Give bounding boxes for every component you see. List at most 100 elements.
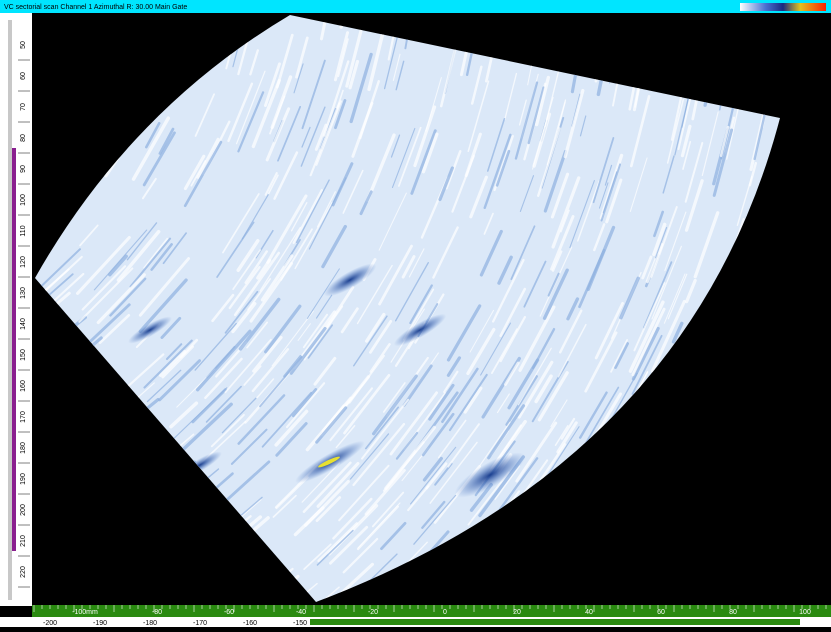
texture-streak [671,481,692,514]
bottom-ruler-label: 60 [657,609,665,616]
texture-streak [742,583,754,601]
bottom-ruler-label: 100 [799,609,811,616]
texture-streak [49,448,96,478]
texture-streak [756,538,797,603]
texture-streak [582,558,603,585]
texture-streak [543,490,578,539]
texture-streak [655,540,700,605]
texture-streak [40,508,63,521]
texture-streak [120,93,130,114]
ruler-track [8,20,12,600]
texture-streak [738,234,746,258]
texture-streak [546,481,564,506]
texture-streak [162,574,211,608]
sub-ruler-label: -190 [93,620,107,627]
bottom-ruler-label: -20 [368,609,378,616]
bottom-ruler-label: -100mm [72,609,98,616]
texture-streak [763,270,776,305]
texture-streak [731,326,754,378]
texture-streak [699,557,726,597]
texture-streak [563,477,585,509]
texture-streak [593,31,596,52]
texture-streak [41,174,75,215]
left-ruler-label: 100 [20,194,27,206]
texture-streak [102,494,126,510]
texture-streak [696,459,726,510]
left-ruler-label: 160 [20,380,27,392]
texture-streak [748,412,774,462]
texture-streak [760,405,787,459]
texture-streak [243,582,262,597]
texture-streak [679,484,696,512]
texture-streak [579,504,603,538]
texture-streak [100,51,133,122]
texture-streak [754,254,782,329]
texture-streak [609,27,619,83]
texture-streak [52,109,73,141]
texture-streak [507,555,521,571]
left-ruler-label: 120 [20,256,27,268]
texture-streak [471,532,485,549]
sub-ruler-label: -200 [43,620,57,627]
texture-streak [41,366,70,387]
texture-streak [557,562,590,603]
texture-streak [656,383,683,433]
texture-streak [744,258,763,310]
texture-streak [693,313,724,381]
texture-streak [486,525,503,546]
texture-streak [745,573,758,593]
texture-streak [501,569,519,590]
texture-streak [754,213,763,243]
texture-streak [663,523,698,576]
texture-streak [757,37,768,104]
texture-streak [46,402,66,416]
texture-streak [674,404,692,437]
texture-streak [89,484,139,518]
texture-streak [626,526,641,548]
texture-streak [254,569,293,601]
left-ruler-label: 190 [20,473,27,485]
bottom-ruler-label: -40 [296,609,306,616]
texture-streak [619,14,622,36]
texture-streak [44,128,73,169]
texture-streak [30,413,48,424]
texture-streak [627,502,671,566]
sector-scan [4,0,804,627]
texture-streak [650,18,657,64]
texture-streak [713,387,742,443]
texture-streak [671,473,707,532]
texture-streak [652,500,694,563]
sub-ruler-gate [310,619,800,625]
texture-streak [700,9,708,66]
texture-streak [742,524,777,580]
bottom-ruler-label: 0 [443,609,447,616]
texture-streak [641,466,678,524]
left-ruler-label: 220 [20,566,27,578]
texture-streak [485,524,503,546]
texture-streak [50,97,79,143]
left-ruler-label: 200 [20,504,27,516]
texture-streak [88,19,102,57]
sub-ruler-label: -160 [243,620,257,627]
window-title: VC sectorial scan Channel 1 Azimuthal R:… [4,4,187,11]
texture-streak [770,483,785,510]
texture-streak [135,441,165,465]
texture-streak [636,419,653,448]
texture-streak [57,120,96,177]
texture-streak [748,512,784,571]
texture-streak [607,573,622,592]
texture-streak [120,586,149,604]
texture-streak [701,439,711,457]
texture-streak [654,395,683,449]
texture-streak [568,496,611,557]
texture-streak [725,499,765,565]
texture-streak [666,536,680,557]
texture-streak [713,423,741,475]
texture-streak [732,6,741,69]
texture-streak [706,360,733,416]
texture-streak [47,47,58,70]
texture-streak [705,358,735,419]
texture-streak [477,517,522,572]
texture-streak [184,31,200,78]
texture-streak [575,466,609,517]
